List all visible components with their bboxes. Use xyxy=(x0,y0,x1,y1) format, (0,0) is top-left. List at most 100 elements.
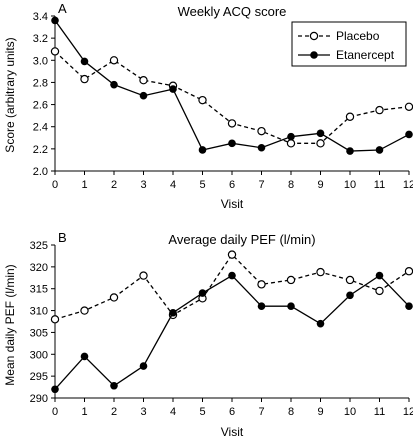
data-point-etanercept-a xyxy=(287,132,295,141)
x-tick-label-a: 11 xyxy=(374,179,385,191)
chart-panel-b: B Average daily PEF (l/min) Visit Mean d… xyxy=(3,230,413,439)
data-point-etanercept-b xyxy=(110,381,118,390)
data-point-etanercept-b xyxy=(346,291,354,300)
data-point-placebo-a xyxy=(139,76,148,85)
data-point-etanercept-b xyxy=(257,302,266,311)
data-point-etanercept-b xyxy=(405,302,413,311)
data-point-placebo-b xyxy=(139,271,148,280)
data-point-placebo-b xyxy=(375,286,384,296)
y-tick-label-a: 2.6 xyxy=(33,100,48,112)
x-tick-label-a: 9 xyxy=(317,179,323,191)
data-point-etanercept-b xyxy=(228,271,236,280)
data-point-placebo-b xyxy=(50,315,60,324)
chart-title-a: Weekly ACQ score xyxy=(178,4,287,19)
y-tick-label-b: 305 xyxy=(30,327,48,339)
x-tick-label-a: 7 xyxy=(258,179,264,191)
y-tick-label-a: 3.0 xyxy=(33,55,48,67)
data-point-placebo-a xyxy=(50,47,60,56)
data-point-etanercept-b xyxy=(198,289,207,297)
x-tick-label-a: 1 xyxy=(81,179,87,191)
data-point-etanercept-a xyxy=(228,139,236,148)
series-line-etanercept-b xyxy=(54,274,410,390)
y-axis-label-a: Score (arbitrary units) xyxy=(3,37,17,152)
x-tick-label-b: 11 xyxy=(374,406,385,418)
x-tick-label-b: 7 xyxy=(258,406,264,418)
data-point-etanercept-a xyxy=(139,91,148,100)
data-point-etanercept-b xyxy=(287,302,295,311)
data-point-placebo-a xyxy=(257,126,266,136)
data-point-etanercept-b xyxy=(139,362,148,370)
data-point-placebo-b xyxy=(80,306,89,315)
y-tick-label-a: 3.2 xyxy=(33,33,48,45)
data-point-etanercept-b xyxy=(80,352,89,361)
legend: Placebo Etanercept xyxy=(291,21,407,67)
y-tick-label-a: 2.2 xyxy=(33,144,48,156)
x-tick-label-a: 5 xyxy=(199,179,205,191)
legend-marker-placebo xyxy=(309,31,319,41)
y-tick-label-a: 3.4 xyxy=(33,11,48,23)
x-tick-label-b: 10 xyxy=(344,406,356,418)
y-axis-label-b: Mean daily PEF (l/min) xyxy=(3,264,17,385)
x-axis-label-b: Visit xyxy=(221,425,244,439)
data-point-etanercept-a xyxy=(198,146,207,154)
legend-marker-etanercept xyxy=(310,51,318,59)
data-point-placebo-b xyxy=(286,275,296,285)
x-tick-label-b: 9 xyxy=(317,406,323,418)
x-tick-label-b: 12 xyxy=(403,406,413,418)
legend-label-placebo: Placebo xyxy=(336,29,380,43)
x-tick-label-a: 4 xyxy=(170,179,176,191)
data-point-etanercept-a xyxy=(257,143,266,152)
x-tick-label-b: 4 xyxy=(170,406,176,418)
data-point-etanercept-a xyxy=(316,129,325,138)
y-tick-label-a: 2.4 xyxy=(33,122,48,134)
data-point-placebo-a xyxy=(316,139,325,148)
data-point-etanercept-a xyxy=(346,147,354,155)
data-point-placebo-a xyxy=(375,105,384,115)
data-point-placebo-a xyxy=(198,95,207,105)
x-tick-label-b: 1 xyxy=(81,406,87,418)
data-point-etanercept-a xyxy=(169,85,177,93)
y-tick-label-b: 310 xyxy=(30,306,48,318)
x-tick-label-b: 0 xyxy=(52,406,58,418)
x-tick-label-b: 6 xyxy=(229,406,235,418)
data-point-placebo-a xyxy=(109,56,119,65)
x-tick-label-a: 3 xyxy=(140,179,146,191)
data-point-etanercept-a xyxy=(51,16,59,25)
y-tick-label-b: 295 xyxy=(30,371,48,383)
x-tick-label-a: 10 xyxy=(344,179,356,191)
data-point-placebo-b xyxy=(316,267,325,277)
data-point-placebo-a xyxy=(286,139,296,148)
y-tick-label-a: 2.8 xyxy=(33,77,48,89)
x-tick-label-b: 5 xyxy=(199,406,205,418)
data-point-placebo-b xyxy=(257,280,266,289)
data-point-etanercept-b xyxy=(169,308,177,317)
data-point-placebo-a xyxy=(404,102,413,111)
data-point-etanercept-b xyxy=(316,319,325,328)
legend-box xyxy=(291,21,407,67)
panel-label-a: A xyxy=(58,1,67,16)
data-point-etanercept-b xyxy=(375,271,384,280)
x-tick-label-a: 8 xyxy=(288,179,294,191)
data-point-placebo-b xyxy=(227,250,237,259)
chart-panel-a: A Weekly ACQ score Visit Score (arbitrar… xyxy=(3,1,413,211)
y-tick-label-b: 300 xyxy=(30,349,48,361)
data-point-placebo-a xyxy=(80,74,89,84)
y-tick-label-b: 325 xyxy=(30,240,48,252)
data-point-placebo-b xyxy=(404,267,413,276)
x-tick-label-a: 2 xyxy=(111,179,117,191)
data-point-placebo-a xyxy=(227,119,237,128)
series-line-placebo-b xyxy=(54,253,410,320)
x-tick-label-b: 8 xyxy=(288,406,294,418)
chart-title-b: Average daily PEF (l/min) xyxy=(168,232,315,247)
panel-label-b: B xyxy=(58,230,67,245)
y-tick-label-b: 315 xyxy=(30,284,48,296)
legend-label-etanercept: Etanercept xyxy=(336,48,395,62)
y-tick-label-a: 2.0 xyxy=(33,166,48,178)
data-point-etanercept-b xyxy=(51,385,59,394)
data-point-placebo-b xyxy=(109,293,119,302)
x-tick-label-a: 12 xyxy=(403,179,413,191)
y-tick-label-b: 290 xyxy=(30,393,48,405)
data-point-etanercept-a xyxy=(80,57,89,66)
data-point-etanercept-a xyxy=(375,146,384,154)
x-tick-label-b: 3 xyxy=(140,406,146,418)
